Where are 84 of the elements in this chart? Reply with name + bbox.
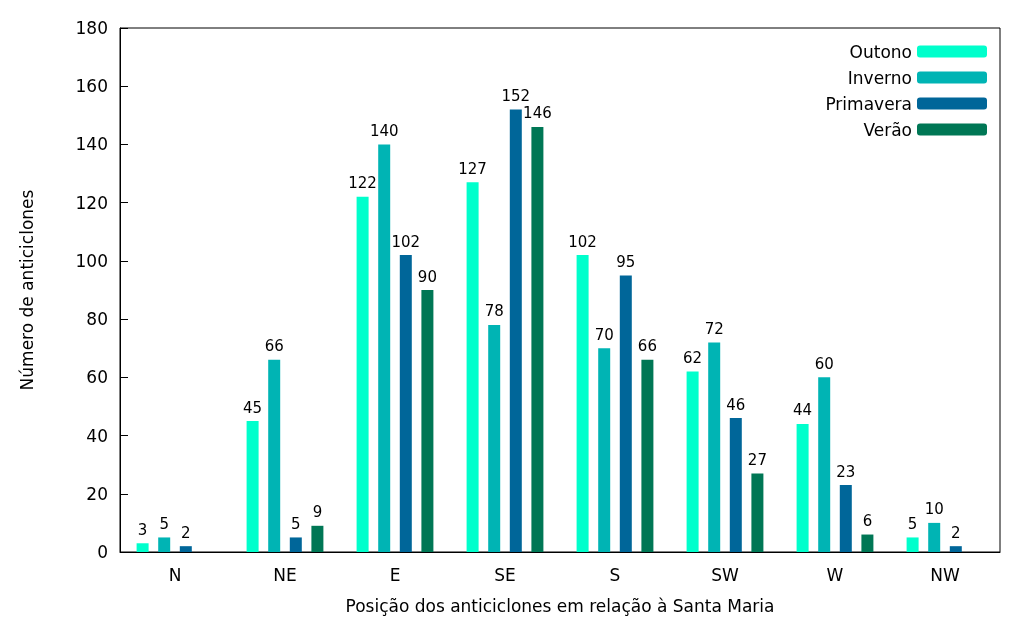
bar	[861, 534, 874, 552]
legend-label: Inverno	[847, 67, 912, 88]
bar	[598, 348, 611, 552]
x-tick-label: W	[826, 564, 844, 585]
bar	[311, 525, 324, 552]
bar	[421, 290, 434, 552]
data-label: 45	[243, 398, 263, 417]
y-tick-label: 100	[75, 250, 108, 271]
data-label: 2	[181, 523, 191, 542]
data-label: 122	[348, 174, 377, 193]
x-axis-title: Posição dos anticiclones em relação à Santa Maria	[345, 595, 775, 616]
data-label: 23	[836, 462, 856, 481]
bar	[751, 473, 764, 552]
bar	[399, 255, 412, 552]
data-label: 72	[704, 319, 724, 338]
bar	[839, 485, 852, 552]
y-axis-title: Número de anticiclones	[16, 189, 37, 391]
bar	[509, 109, 522, 552]
bar	[708, 342, 721, 552]
x-tick-label: E	[389, 564, 401, 585]
bar	[818, 377, 831, 552]
bar	[466, 182, 479, 552]
data-label: 95	[616, 252, 636, 271]
y-tick-label: 140	[75, 134, 108, 155]
data-label: 146	[523, 104, 552, 123]
x-tick-label: S	[609, 564, 621, 585]
bar	[179, 546, 192, 552]
data-label: 66	[637, 337, 657, 356]
data-label: 46	[726, 395, 746, 414]
y-tick-label: 180	[75, 18, 108, 38]
bar	[531, 126, 544, 552]
data-label: 60	[814, 354, 834, 373]
data-label: 5	[291, 514, 301, 533]
data-label: 27	[747, 450, 767, 469]
data-label: 78	[484, 302, 504, 321]
legend-label: Verão	[863, 119, 912, 140]
data-label: 3	[137, 520, 148, 539]
data-label: 2	[951, 523, 961, 542]
data-label: 152	[501, 87, 531, 106]
data-label: 140	[369, 121, 399, 140]
bar	[136, 543, 149, 552]
bar	[906, 537, 919, 552]
legend-label: Primavera	[825, 93, 912, 114]
x-tick-label: NW	[930, 564, 960, 585]
x-tick-label: SE	[494, 564, 516, 585]
bar	[641, 359, 654, 552]
data-label: 5	[907, 514, 918, 533]
bar	[949, 546, 962, 552]
data-label: 66	[264, 337, 284, 356]
data-label: 90	[417, 267, 437, 286]
bar	[356, 196, 369, 552]
data-label: 62	[683, 349, 703, 368]
y-tick-label: 20	[86, 483, 108, 504]
bar	[576, 255, 589, 552]
legend-label: Outono	[849, 41, 912, 62]
bar	[928, 522, 941, 552]
bar	[796, 423, 809, 552]
bar	[246, 421, 259, 552]
y-tick-label: 0	[97, 542, 108, 562]
x-tick-label: NE	[273, 564, 297, 585]
y-tick-label: 160	[75, 76, 108, 97]
y-tick-label: 40	[86, 425, 108, 446]
bar	[158, 537, 171, 552]
bar	[729, 418, 742, 552]
data-label: 102	[391, 232, 421, 251]
bar	[289, 537, 302, 552]
bar	[488, 324, 501, 552]
data-label: 6	[862, 512, 873, 531]
data-label: 5	[159, 514, 169, 533]
data-label: 10	[924, 500, 944, 519]
x-tick-label: N	[168, 564, 182, 585]
y-tick-label: 80	[86, 309, 108, 330]
data-label: 9	[312, 503, 323, 522]
data-label: 127	[458, 159, 487, 178]
bar	[378, 144, 391, 552]
y-tick-label: 120	[75, 192, 108, 213]
x-tick-label: SW	[711, 564, 739, 585]
data-label: 44	[793, 401, 813, 420]
bar	[686, 371, 699, 552]
y-tick-label: 60	[86, 367, 108, 388]
data-label: 102	[568, 232, 597, 251]
bar	[619, 275, 632, 552]
bar	[268, 359, 281, 552]
data-label: 70	[594, 325, 614, 344]
